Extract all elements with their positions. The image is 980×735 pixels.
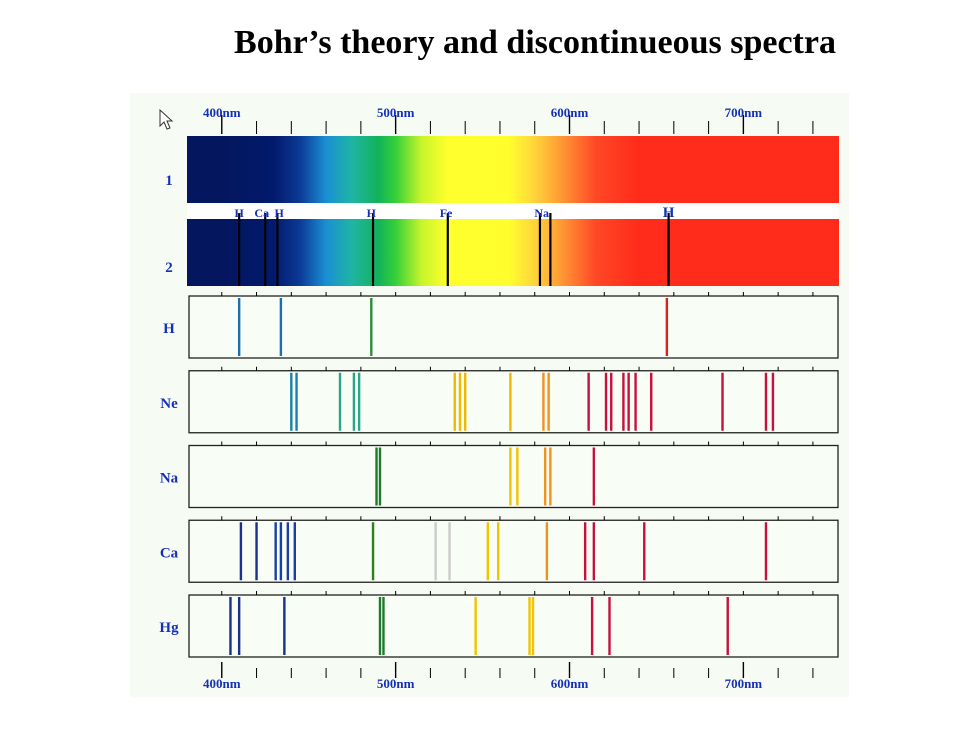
emission-panel-frame (188, 519, 839, 583)
axis-tick-label: 500nm (377, 676, 415, 691)
emission-panel-h: H (163, 292, 839, 359)
absorption-annotation: Ca (254, 206, 269, 220)
axis-tick-label: 400nm (203, 105, 241, 120)
axis-tick-label: 600nm (551, 105, 589, 120)
absorption-annotation: Na (534, 206, 549, 220)
emission-panel-hg: Hg (159, 591, 839, 658)
emission-panel-frame (188, 295, 839, 359)
absorption-spectrum-band (187, 219, 839, 286)
absorption-annotation: H (234, 206, 244, 220)
row-label-hg: Hg (159, 620, 179, 636)
row-label-ca: Ca (160, 545, 179, 561)
continuous-spectrum-band (187, 136, 839, 203)
slide-title: Bohr’s theory and discontinueous spectra (234, 24, 836, 61)
absorption-strip-bg (187, 205, 839, 219)
axis-tick-label: 700nm (725, 676, 763, 691)
row-label-absorption: 2 (165, 260, 173, 276)
absorption-annotation: Fe (440, 206, 453, 220)
emission-panel-ca: Ca (160, 516, 839, 583)
emission-panel-ne: Ne (160, 366, 839, 434)
axis-tick-label: 400nm (203, 676, 241, 691)
axis-tick-label: 700nm (725, 105, 763, 120)
row-label-na: Na (160, 471, 179, 487)
absorption-annotations: H Ca H H Fe Na H (234, 205, 674, 221)
top-axis: 400nm 500nm 600nm 700nm (203, 105, 814, 134)
absorption-annotation: H (274, 206, 284, 220)
arrow-pointer-icon (159, 108, 174, 130)
absorption-annotation: H (367, 206, 377, 220)
emission-panel-na: Na (160, 441, 839, 509)
absorption-label-strip (187, 205, 839, 219)
axis-tick-label: 500nm (377, 105, 415, 120)
bottom-axis: 400nm 500nm 600nm 700nm (203, 662, 814, 691)
absorption-annotation: H (663, 205, 675, 221)
emission-spectra: H Ne Na Ca Hg (159, 292, 839, 658)
row-label-h: H (163, 321, 175, 337)
absorption-lines (238, 213, 670, 286)
axis-tick-label: 600nm (551, 676, 589, 691)
emission-panel-frame (188, 444, 839, 509)
row-label-continuous: 1 (165, 173, 173, 189)
row-label-ne: Ne (160, 396, 178, 412)
emission-panel-frame (188, 594, 839, 658)
emission-panel-frame (188, 370, 839, 434)
